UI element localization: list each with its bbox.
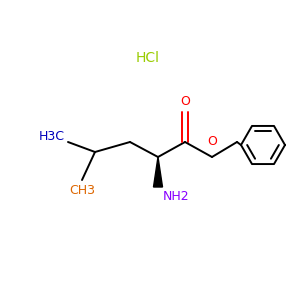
Text: HCl: HCl <box>136 51 160 65</box>
Text: O: O <box>207 135 217 148</box>
Text: O: O <box>180 95 190 108</box>
Text: H3C: H3C <box>39 130 65 143</box>
Text: CH3: CH3 <box>69 184 95 197</box>
Text: NH2: NH2 <box>163 190 190 203</box>
Polygon shape <box>154 157 163 187</box>
